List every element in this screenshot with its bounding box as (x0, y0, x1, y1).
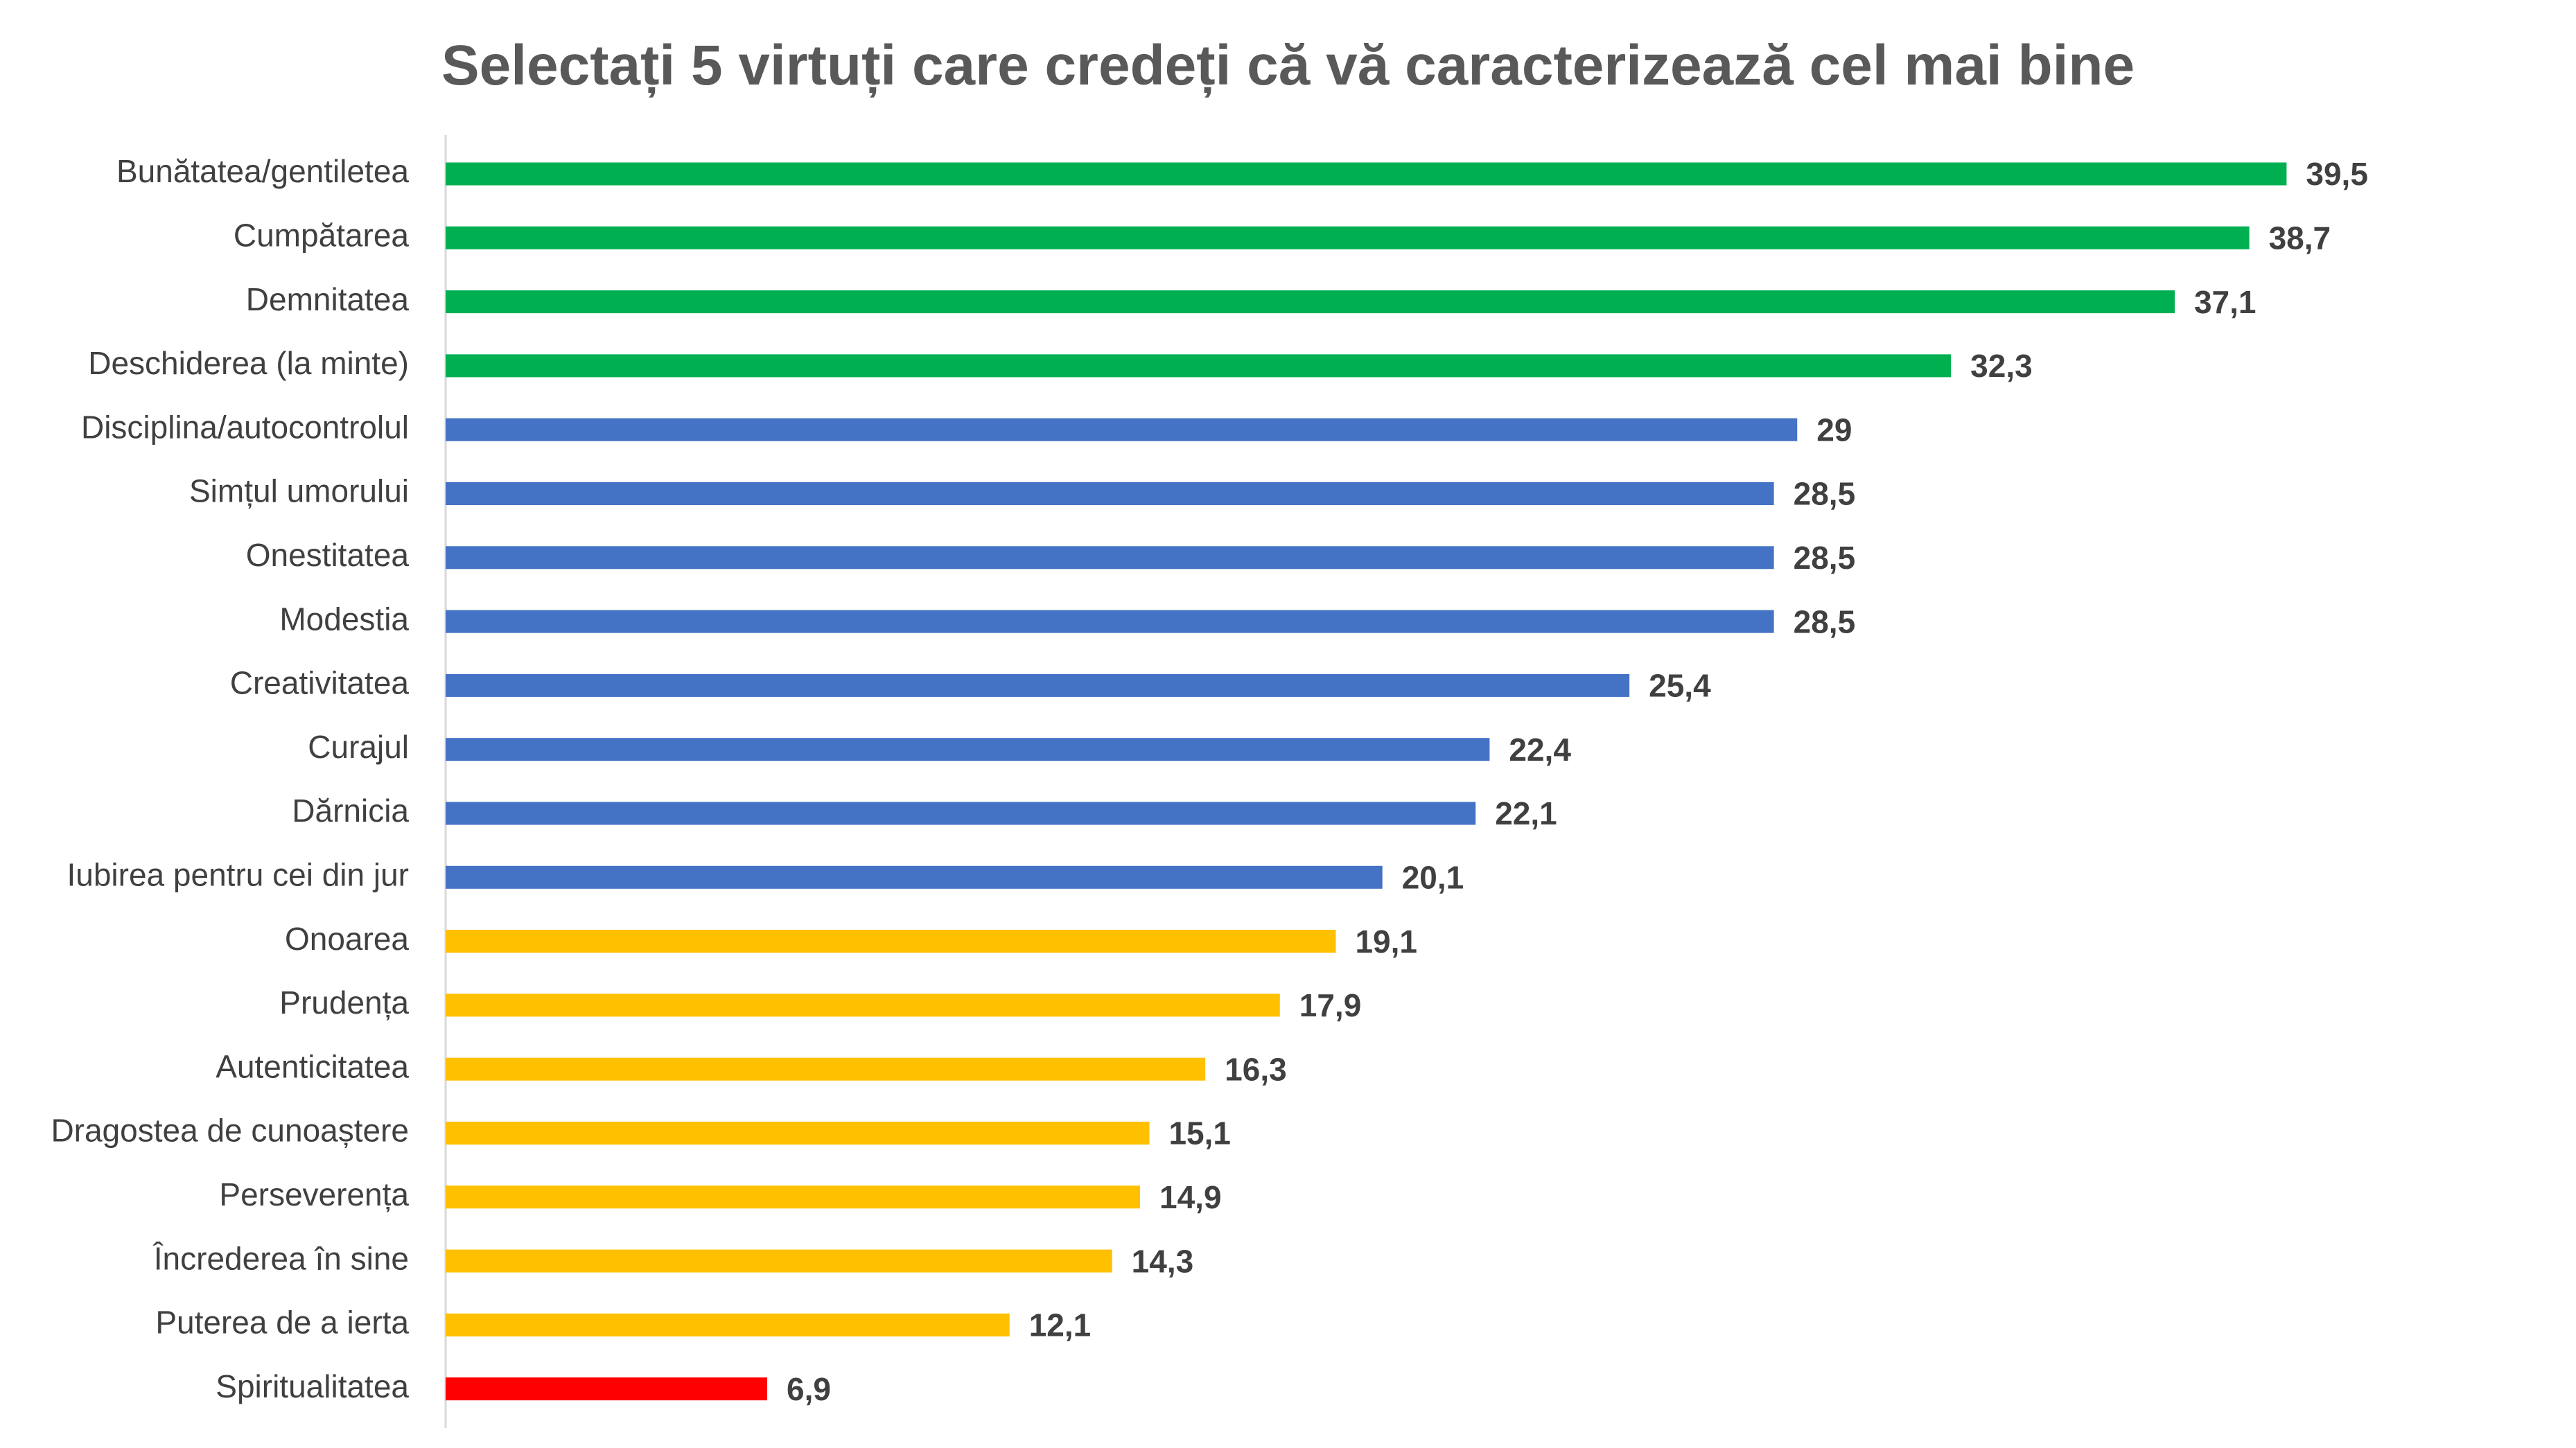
category-label: Curajul (308, 729, 409, 765)
bar (446, 673, 1630, 697)
category-label: Dărnicia (292, 793, 409, 829)
category-label: Perseverența (219, 1176, 409, 1212)
bar (446, 354, 1952, 378)
category-label: Onoarea (285, 921, 409, 957)
value-label: 19,1 (1355, 924, 1417, 960)
value-label: 22,4 (1509, 732, 1571, 768)
value-label: 28,5 (1794, 603, 1856, 639)
value-label: 14,9 (1159, 1179, 1222, 1215)
bar (446, 1249, 1112, 1273)
category-label: Modestia (279, 601, 409, 637)
category-label: Încrederea în sine (152, 1240, 409, 1276)
category-label: Puterea de a ierta (155, 1305, 409, 1341)
category-label: Dragostea de cunoaștere (51, 1113, 409, 1149)
category-label: Creativitatea (230, 665, 410, 701)
bar (446, 738, 1490, 761)
bar (446, 802, 1476, 825)
bar (446, 162, 2287, 186)
bar (446, 290, 2175, 314)
category-label: Onestitatea (246, 537, 410, 573)
bar (446, 226, 2250, 249)
category-label: Bunătatea/gentiletea (116, 153, 409, 189)
value-label: 25,4 (1649, 668, 1711, 704)
bar (446, 1313, 1010, 1336)
bar (446, 418, 1798, 441)
bar (446, 610, 1774, 633)
category-label: Autenticitatea (216, 1048, 409, 1084)
category-label: Demnitatea (246, 281, 410, 317)
category-label: Iubirea pentru cei din jur (67, 856, 409, 892)
value-label: 20,1 (1402, 859, 1464, 895)
value-label: 6,9 (787, 1371, 831, 1407)
bar (446, 994, 1280, 1017)
value-label: 22,1 (1495, 795, 1557, 831)
bar (446, 1057, 1206, 1081)
bar (446, 546, 1774, 570)
value-label: 37,1 (2194, 284, 2257, 320)
value-label: 28,5 (1794, 476, 1856, 512)
value-label: 14,3 (1132, 1243, 1194, 1279)
bar (446, 482, 1774, 505)
value-label: 17,9 (1299, 987, 1362, 1023)
bar (446, 1122, 1150, 1145)
chart-title: Selectați 5 virtuți care credeți că vă c… (441, 34, 2135, 97)
value-label: 32,3 (1970, 348, 2033, 384)
value-label: 12,1 (1029, 1307, 1092, 1343)
value-label: 39,5 (2306, 156, 2368, 192)
category-label: Deschiderea (la minte) (88, 345, 409, 381)
bar (446, 865, 1383, 889)
category-label: Disciplina/autocontrolul (81, 409, 409, 445)
category-label: Cumpătarea (234, 217, 410, 253)
value-label: 28,5 (1794, 540, 1856, 576)
value-label: 15,1 (1168, 1115, 1231, 1151)
value-label: 16,3 (1225, 1051, 1287, 1087)
category-label: Simțul umorului (189, 473, 409, 509)
bar (446, 1185, 1141, 1209)
category-label: Prudența (279, 985, 409, 1021)
value-label: 38,7 (2269, 220, 2331, 256)
category-label: Spiritualitatea (216, 1368, 409, 1404)
bar (446, 930, 1336, 953)
bar (446, 1377, 768, 1401)
value-label: 29 (1816, 412, 1852, 448)
